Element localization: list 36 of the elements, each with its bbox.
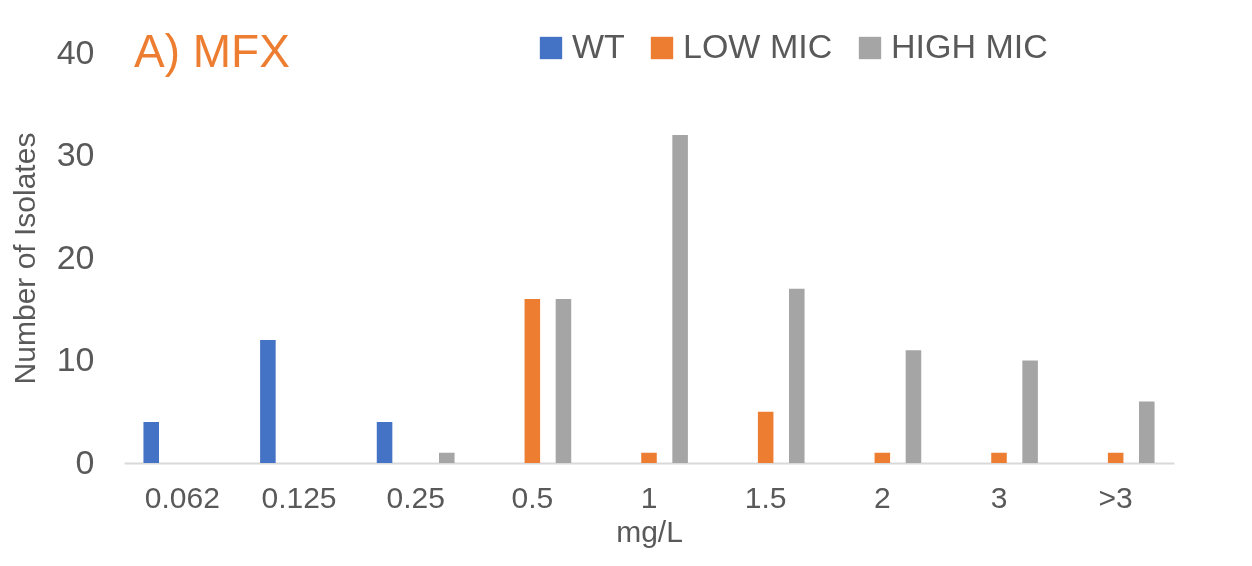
- bar: [1139, 401, 1155, 463]
- y-tick-label: 20: [56, 237, 95, 276]
- bar: [260, 340, 276, 463]
- bar: [555, 299, 572, 463]
- bar: [789, 288, 805, 463]
- bar: [143, 422, 159, 463]
- x-axis-title: mg/L: [616, 514, 683, 548]
- y-tick-label: 30: [56, 135, 95, 173]
- y-tick-label: 40: [56, 32, 95, 71]
- legend-label: HIGH MIC: [891, 27, 1048, 65]
- x-tick-label: 1: [640, 480, 658, 514]
- x-tick-label: >3: [1098, 480, 1133, 514]
- bar: [672, 135, 688, 463]
- legend-label: LOW MIC: [683, 27, 833, 65]
- bar: [376, 422, 393, 463]
- y-tick-label: 0: [75, 442, 95, 481]
- bar: [524, 299, 541, 463]
- bar: [1022, 360, 1038, 463]
- legend-label: WT: [572, 27, 625, 65]
- bar: [439, 452, 455, 463]
- x-tick-label: 2: [873, 480, 891, 514]
- bar: [905, 350, 922, 463]
- bar: [991, 452, 1007, 463]
- bar: [874, 452, 891, 463]
- bar: [757, 411, 774, 463]
- x-tick-label: 0.062: [144, 480, 220, 514]
- x-tick-label: 3: [990, 480, 1008, 514]
- x-tick-label: 1.5: [744, 480, 787, 514]
- chart-title: A) MFX: [134, 25, 290, 77]
- bar: [641, 452, 657, 463]
- x-tick-label: 0.25: [386, 480, 445, 514]
- x-tick-label: 0.125: [261, 480, 337, 514]
- y-tick-label: 10: [56, 340, 95, 378]
- bar: [1107, 452, 1124, 463]
- y-axis-title: Number of Isolates: [7, 132, 41, 385]
- x-tick-label: 0.5: [511, 480, 554, 514]
